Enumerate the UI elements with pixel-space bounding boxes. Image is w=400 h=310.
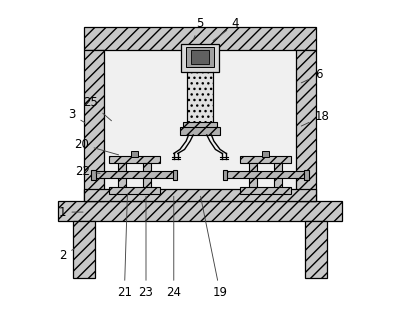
Bar — [109, 188, 160, 194]
Text: 5: 5 — [193, 17, 204, 40]
Bar — [183, 122, 217, 129]
Bar — [222, 170, 227, 180]
Bar — [304, 170, 309, 180]
Bar — [225, 171, 306, 178]
Text: 25: 25 — [83, 96, 112, 121]
Bar — [84, 27, 316, 50]
Text: 6: 6 — [301, 68, 322, 83]
Text: 4: 4 — [213, 17, 239, 41]
Text: 24: 24 — [166, 196, 181, 299]
Bar — [182, 44, 218, 72]
Bar — [186, 47, 214, 67]
Bar — [296, 50, 316, 201]
Bar — [262, 151, 268, 157]
Bar — [104, 50, 296, 189]
Bar — [187, 72, 213, 124]
Text: 3: 3 — [68, 108, 85, 123]
Text: 18: 18 — [301, 110, 329, 126]
Bar — [305, 221, 326, 278]
Bar — [240, 188, 291, 194]
Bar — [191, 50, 209, 64]
Bar — [274, 163, 282, 189]
Text: 22: 22 — [75, 166, 100, 179]
Text: 1: 1 — [59, 206, 83, 219]
Bar — [180, 127, 220, 135]
Bar — [91, 170, 96, 180]
Bar — [173, 170, 178, 180]
Bar — [249, 163, 257, 189]
Bar — [84, 50, 104, 201]
Bar — [84, 189, 316, 201]
Bar — [132, 151, 138, 157]
Text: 23: 23 — [138, 196, 154, 299]
Bar — [109, 156, 160, 163]
Bar — [58, 201, 342, 221]
Text: 2: 2 — [59, 249, 74, 262]
Bar — [94, 171, 175, 178]
Bar — [240, 156, 291, 163]
Bar — [74, 221, 95, 278]
Text: 21: 21 — [117, 195, 132, 299]
Bar — [118, 163, 126, 189]
Bar — [143, 163, 151, 189]
Text: 19: 19 — [200, 196, 228, 299]
Text: 20: 20 — [74, 138, 119, 155]
